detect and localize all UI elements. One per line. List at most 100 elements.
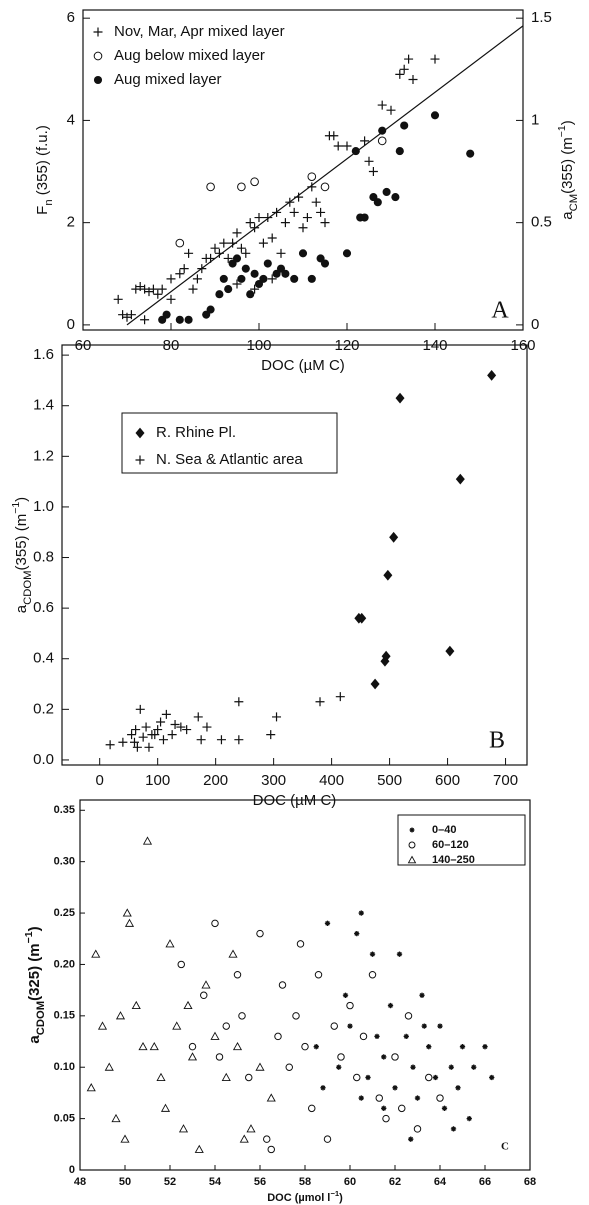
legend-label: Aug mixed layer [114,71,222,88]
marker [298,249,308,258]
marker [455,1085,461,1091]
marker [391,193,400,202]
legend-box [121,412,338,474]
marker [193,712,203,722]
marker [158,735,168,745]
marker [294,192,304,202]
legend-label: Aug below mixed layer [114,47,265,64]
marker [408,1136,414,1142]
marker [184,248,194,258]
marker [329,131,339,141]
marker [206,182,215,192]
marker [263,1135,271,1143]
marker [276,248,286,258]
marker [175,238,185,248]
x-tick-label: 68 [524,1176,536,1188]
marker [441,1105,448,1111]
marker [149,1041,159,1051]
marker [105,740,115,750]
panel-letter: B [489,728,505,754]
label-part: CDOM [22,570,34,604]
marker [386,105,396,115]
marker [403,1033,409,1040]
marker [172,1021,182,1030]
legend-label: N. Sea & Atlantic area [156,451,303,468]
marker [360,136,370,146]
marker [266,730,276,740]
panel-letter: C [501,1141,509,1153]
marker [455,473,465,485]
y-tick-label: 0.6 [33,599,54,616]
y2-tick-label: 1.5 [531,9,552,26]
marker [93,27,103,37]
marker [387,1002,394,1009]
y-tick-label: 1.2 [33,447,54,464]
plot-frame [61,344,528,766]
marker [267,233,277,243]
marker [316,207,326,217]
marker [200,991,208,1000]
marker [409,827,415,833]
marker [222,1022,230,1030]
marker [320,1085,326,1091]
marker [129,737,139,747]
marker [358,910,364,916]
marker [436,1094,444,1102]
marker [219,274,228,283]
marker [132,742,142,752]
marker [166,294,176,304]
marker [489,1074,495,1081]
marker [290,274,299,283]
marker [320,259,330,268]
marker [175,315,184,324]
marker [377,136,387,146]
marker [370,678,380,690]
marker [359,1032,368,1041]
marker [266,1093,276,1102]
marker [135,427,145,439]
x-tick-label: 54 [209,1176,222,1188]
marker [113,294,123,304]
marker [285,197,295,207]
marker [323,1135,332,1143]
marker [466,149,475,158]
marker [224,285,233,294]
marker [421,1023,427,1029]
marker [320,218,330,228]
legend-label: 0–40 [432,824,456,836]
panel-letter: A [491,298,509,324]
marker [256,929,264,938]
marker [254,213,264,223]
label-part: (355) (m [13,514,30,571]
axis-label: Fn (355) (f.u.) [34,125,55,215]
marker [131,1000,141,1010]
marker [250,223,260,233]
marker [274,1032,282,1041]
marker [301,1042,309,1051]
marker [395,69,405,79]
label-part: n [43,199,55,205]
marker [141,722,151,732]
marker [407,855,417,864]
label-part: ) [26,926,43,931]
marker [250,269,259,278]
marker [156,717,166,727]
marker [368,970,377,979]
y-tick-label: 0.20 [54,958,75,970]
marker [258,238,268,248]
marker [342,141,352,151]
marker [135,455,145,465]
marker [296,940,305,948]
marker [138,1041,148,1051]
marker [122,908,132,917]
x-tick-label: 66 [479,1176,491,1188]
x-tick-label: 62 [389,1176,401,1188]
marker [398,1104,406,1113]
marker [448,1064,454,1070]
marker [445,645,455,657]
y-tick-label: 4 [67,111,75,128]
marker [214,248,224,258]
marker [437,1023,443,1029]
marker [160,1103,171,1112]
